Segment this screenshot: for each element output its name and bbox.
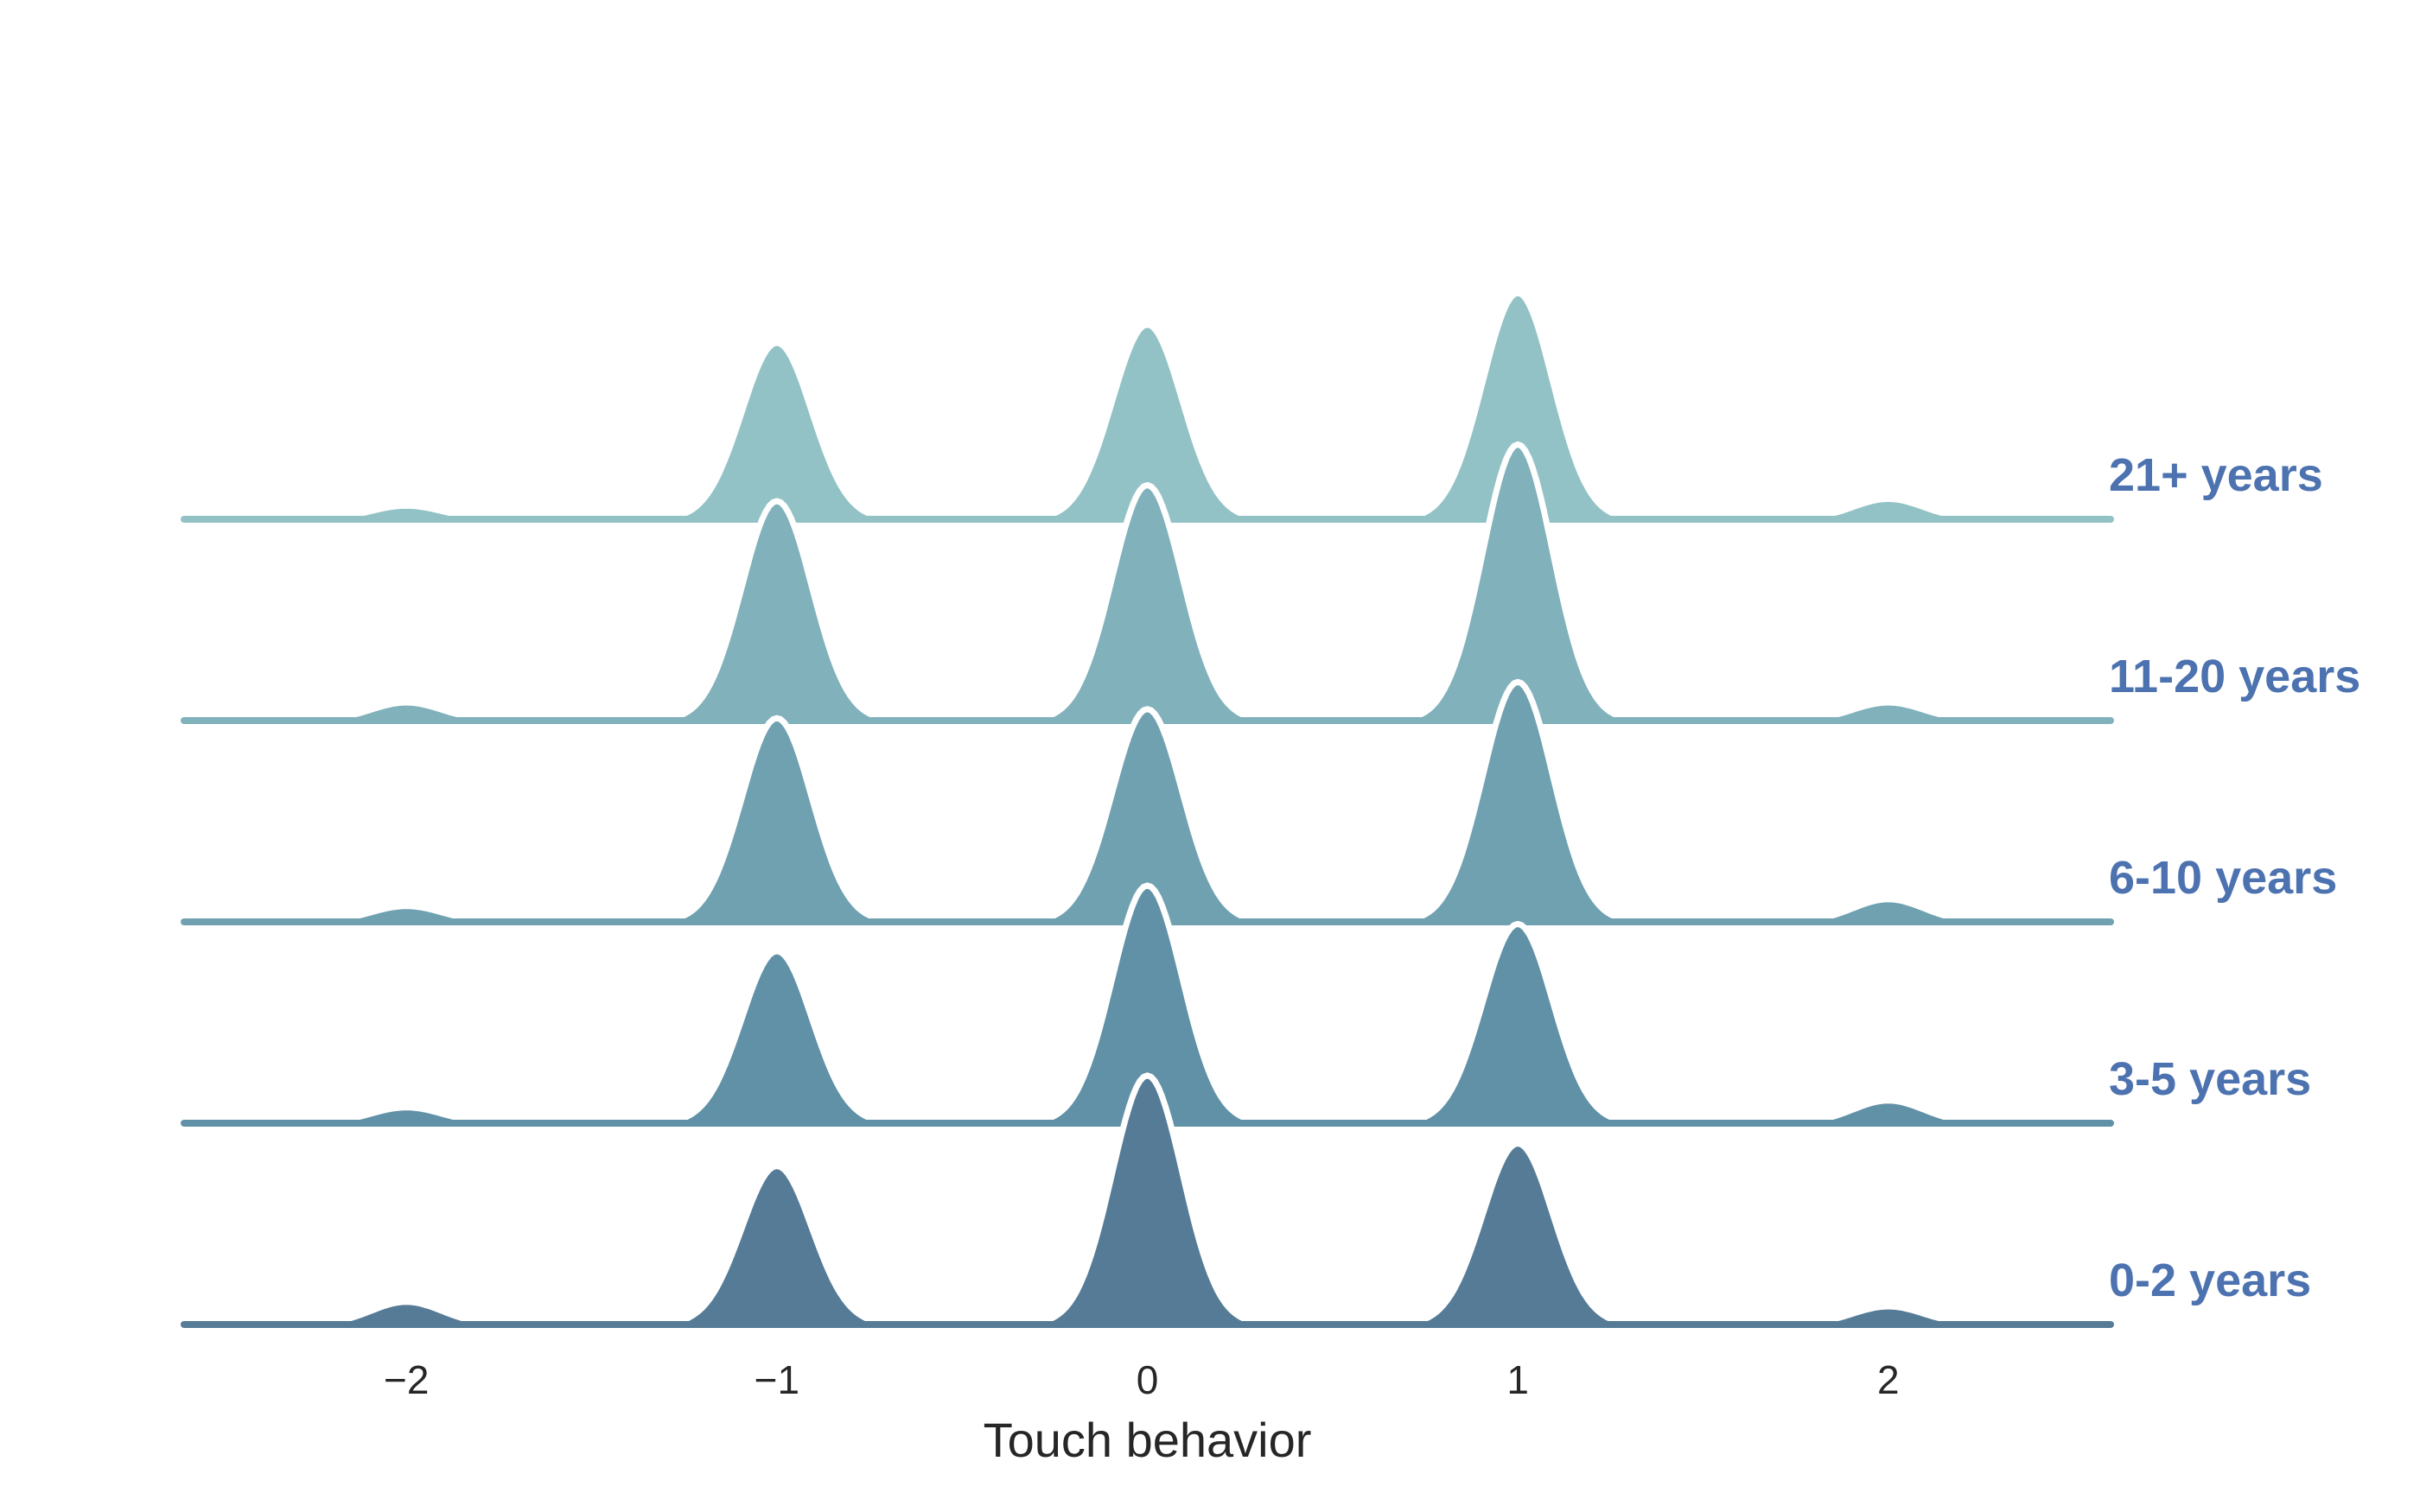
row-label: 3-5 years [2109,1053,2311,1105]
x-axis: −2 −1 0 1 2 [384,1357,1900,1402]
ridge-area [184,1075,2111,1325]
x-tick-label: 1 [1506,1357,1529,1402]
ridge-21-years: 21+ years [181,289,2323,523]
x-tick-label: −2 [384,1357,429,1402]
row-label: 6-10 years [2109,852,2337,904]
ridge-11-20-years: 11-20 years [181,441,2360,724]
ridge-area [184,885,2111,1123]
x-tick-label: −1 [755,1357,799,1402]
ridge-area [184,682,2111,922]
ridge-area [184,293,2111,519]
ridges: 21+ years 11-20 years 6-10 years 3-5 years 0… [181,289,2360,1328]
row-label: 0-2 years [2109,1255,2311,1306]
row-label: 11-20 years [2109,651,2360,702]
x-axis-title: Touch behavior [984,1413,1312,1467]
row-label: 21+ years [2109,449,2323,501]
ridge-area [184,444,2111,721]
x-tick-label: 2 [1877,1357,1900,1402]
x-tick-label: 0 [1137,1357,1159,1402]
ridge-0-2-years: 0-2 years [181,1072,2311,1328]
